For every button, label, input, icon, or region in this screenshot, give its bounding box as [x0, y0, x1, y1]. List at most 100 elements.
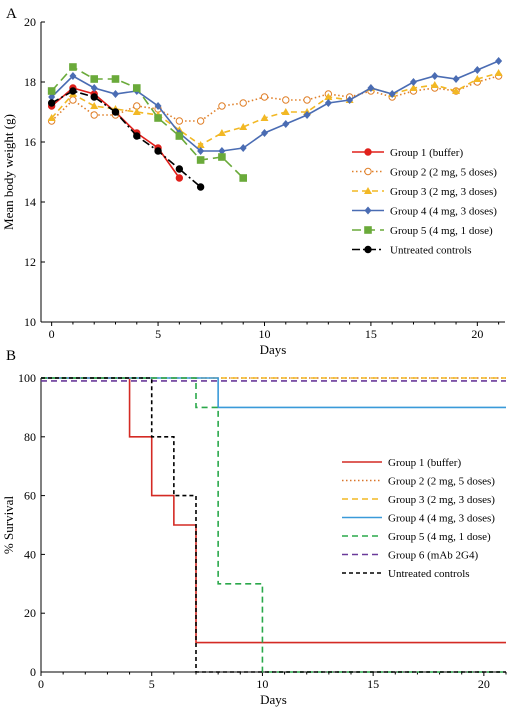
- legend-entry: Untreated controls: [342, 568, 470, 580]
- data-point: [282, 96, 290, 104]
- data-point: [239, 123, 248, 130]
- data-point: [69, 96, 77, 104]
- data-point: [154, 102, 162, 110]
- data-point: [90, 111, 98, 119]
- data-point: [473, 66, 481, 74]
- data-point: [196, 117, 205, 125]
- data-point: [473, 75, 482, 82]
- legend-label: Group 4 (4 mg, 3 doses): [388, 513, 495, 525]
- x-tick-label: 10: [256, 677, 268, 691]
- legend-label: Group 4 (4 mg, 3 doses): [390, 206, 497, 218]
- data-point: [452, 75, 460, 83]
- legend-entry: Group 3 (2 mg, 3 doses): [342, 494, 495, 506]
- data-point: [154, 114, 162, 122]
- legend-label: Group 2 (2 mg, 5 doses): [388, 476, 495, 488]
- legend-marker: [364, 187, 372, 194]
- legend-entry: Group 5 (4 mg, 1 dose): [342, 531, 491, 543]
- legend-marker: [364, 167, 372, 176]
- x-tick-label: 20: [471, 327, 483, 341]
- data-point: [154, 147, 162, 155]
- y-axis-label: % Survival: [1, 496, 16, 555]
- panel-a-weight-chart: A 10 12 14 16 18 20 0 5 10 15 20 Days Mean body weigh…: [1, 6, 505, 357]
- legend-label: Group 6 (mAb 2G4): [388, 550, 478, 562]
- series-line: [41, 377, 506, 673]
- data-point: [111, 75, 120, 83]
- legend-label: Group 1 (buffer): [388, 457, 461, 469]
- data-point: [90, 84, 98, 92]
- legend-marker: [364, 226, 372, 234]
- series-line: [51, 72, 499, 146]
- data-point: [409, 78, 417, 86]
- data-point: [388, 90, 396, 98]
- series-line: [41, 377, 506, 644]
- data-point: [175, 132, 184, 140]
- series-line: [41, 377, 506, 673]
- data-point: [133, 132, 141, 140]
- data-point: [430, 81, 439, 88]
- data-point: [303, 111, 311, 119]
- x-tick-label: 15: [367, 677, 379, 691]
- series-line: [51, 75, 499, 122]
- legend-marker: [364, 206, 372, 215]
- data-point: [90, 102, 99, 109]
- legend-entry: Group 2 (2 mg, 5 doses): [352, 167, 497, 179]
- legend-entry: Group 5 (4 mg, 1 dose): [352, 225, 493, 237]
- legend-entry: Group 1 (buffer): [342, 457, 461, 469]
- series-group-4-4-mg-3-doses: [41, 377, 506, 409]
- data-point: [196, 183, 205, 191]
- data-point: [431, 72, 439, 80]
- y-tick-label: 16: [24, 135, 36, 149]
- legend-entry: Group 4 (4 mg, 3 doses): [342, 513, 495, 525]
- y-tick-label: 0: [30, 665, 36, 679]
- data-point: [48, 93, 56, 101]
- data-point: [47, 114, 56, 121]
- data-point: [175, 165, 184, 173]
- series-untreated-controls: [47, 87, 205, 191]
- series-line: [51, 60, 499, 152]
- y-axis-label: Mean body weight (g): [1, 114, 16, 230]
- data-point: [260, 114, 269, 121]
- y-tick-label: 20: [24, 606, 36, 620]
- data-point: [196, 141, 205, 148]
- x-tick-label: 0: [49, 327, 55, 341]
- data-point: [175, 117, 184, 125]
- legend-marker: [364, 245, 372, 254]
- y-tick-label: 60: [24, 489, 36, 503]
- legend-label: Group 2 (2 mg, 5 doses): [390, 167, 497, 179]
- y-tick-label: 18: [24, 75, 36, 89]
- x-tick-label: 10: [258, 327, 270, 341]
- data-point: [132, 108, 141, 115]
- y-tick-label: 10: [24, 315, 36, 329]
- legend-entry: Group 6 (mAb 2G4): [342, 550, 478, 562]
- series-line: [41, 377, 506, 409]
- data-point: [281, 108, 290, 115]
- y-tick-label: 12: [24, 255, 36, 269]
- legend-entry: Group 1 (buffer): [352, 147, 463, 159]
- legend-label: Group 5 (4 mg, 1 dose): [390, 225, 493, 237]
- data-point: [69, 72, 77, 80]
- y-tick-label: 100: [18, 371, 36, 385]
- legend-label: Untreated controls: [390, 245, 472, 257]
- panel-b-survival-chart: B 0 20 40 60 80 100 0 5 10 15 20 Days % Survival Group…: [1, 348, 507, 707]
- data-point: [324, 99, 332, 107]
- data-point: [282, 120, 290, 128]
- series-group-5-4-mg-1-dose: [47, 63, 248, 182]
- series-group-5-4-mg-1-dose: [41, 377, 506, 673]
- legend-label: Group 1 (buffer): [390, 147, 463, 159]
- x-tick-label: 5: [149, 677, 155, 691]
- data-point: [495, 57, 503, 65]
- data-point: [218, 147, 226, 155]
- legend-label: Group 5 (4 mg, 1 dose): [388, 531, 491, 543]
- data-point: [260, 93, 269, 101]
- y-tick-label: 40: [24, 547, 36, 561]
- x-tick-label: 15: [365, 327, 377, 341]
- data-point: [197, 147, 205, 155]
- data-point: [132, 84, 141, 92]
- panel-label: A: [6, 6, 17, 22]
- series-group-4-4-mg-3-doses: [48, 57, 503, 155]
- legend-label: Group 3 (2 mg, 3 doses): [388, 494, 495, 506]
- series-line: [51, 65, 244, 179]
- data-point: [367, 84, 375, 92]
- y-tick-label: 20: [24, 15, 36, 29]
